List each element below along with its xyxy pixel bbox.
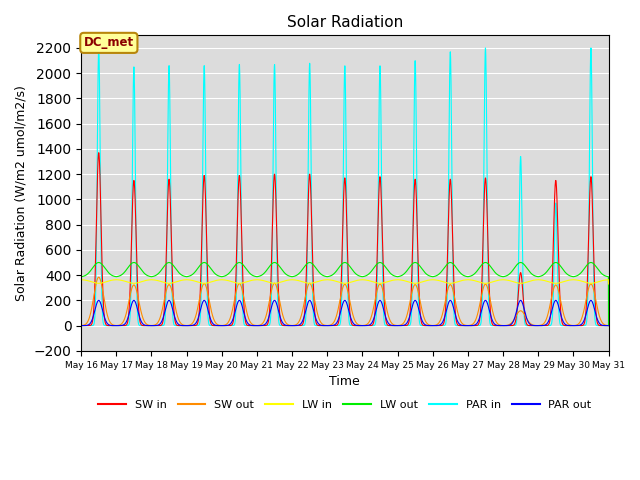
SW out bbox=[604, 323, 612, 328]
SW in bbox=[604, 323, 612, 328]
SW in bbox=[463, 323, 470, 328]
Line: SW in: SW in bbox=[81, 153, 609, 325]
SW in bbox=[493, 323, 500, 328]
SW out bbox=[172, 308, 180, 313]
PAR out bbox=[463, 323, 470, 328]
Line: PAR out: PAR out bbox=[81, 300, 609, 325]
LW in bbox=[434, 277, 442, 283]
Y-axis label: Solar Radiation (W/m2 umol/m2/s): Solar Radiation (W/m2 umol/m2/s) bbox=[15, 85, 28, 301]
PAR out bbox=[604, 323, 612, 328]
PAR in bbox=[172, 323, 180, 328]
Line: SW out: SW out bbox=[81, 277, 609, 325]
Line: LW in: LW in bbox=[81, 280, 609, 284]
LW out bbox=[172, 266, 180, 272]
SW out bbox=[95, 274, 102, 280]
PAR out bbox=[95, 298, 102, 303]
PAR out bbox=[77, 323, 85, 328]
SW out bbox=[77, 323, 85, 328]
PAR in bbox=[95, 45, 102, 51]
SW in bbox=[325, 323, 333, 328]
PAR in bbox=[325, 323, 333, 328]
LW in bbox=[605, 281, 612, 287]
PAR in bbox=[493, 323, 500, 328]
SW in bbox=[95, 150, 102, 156]
SW out bbox=[605, 323, 612, 328]
LW in bbox=[604, 277, 612, 283]
LW in bbox=[77, 277, 85, 283]
LW out bbox=[95, 260, 102, 265]
LW out bbox=[604, 274, 612, 279]
X-axis label: Time: Time bbox=[330, 375, 360, 388]
SW out bbox=[463, 323, 470, 328]
Text: DC_met: DC_met bbox=[84, 36, 134, 49]
LW out bbox=[434, 272, 442, 278]
LW in bbox=[463, 277, 470, 283]
Line: PAR in: PAR in bbox=[81, 48, 609, 325]
LW out bbox=[77, 274, 85, 279]
PAR in bbox=[77, 323, 85, 328]
PAR out bbox=[434, 323, 442, 328]
PAR out bbox=[172, 318, 180, 324]
SW out bbox=[325, 323, 333, 328]
SW in bbox=[434, 323, 442, 328]
PAR in bbox=[434, 323, 442, 328]
SW out bbox=[434, 321, 442, 327]
SW out bbox=[493, 320, 500, 325]
LW out bbox=[605, 323, 612, 328]
LW in bbox=[493, 278, 500, 284]
LW in bbox=[172, 279, 180, 285]
PAR out bbox=[493, 323, 500, 328]
LW out bbox=[463, 274, 470, 279]
PAR in bbox=[605, 323, 612, 328]
PAR in bbox=[463, 323, 470, 328]
Legend: SW in, SW out, LW in, LW out, PAR in, PAR out: SW in, SW out, LW in, LW out, PAR in, PA… bbox=[93, 396, 596, 415]
SW in bbox=[605, 323, 612, 328]
Title: Solar Radiation: Solar Radiation bbox=[287, 15, 403, 30]
LW in bbox=[325, 277, 333, 283]
PAR in bbox=[604, 323, 612, 328]
PAR out bbox=[605, 323, 612, 328]
LW out bbox=[493, 271, 500, 277]
PAR out bbox=[325, 323, 333, 328]
LW out bbox=[325, 274, 333, 279]
SW in bbox=[77, 323, 85, 328]
SW in bbox=[172, 321, 180, 327]
Line: LW out: LW out bbox=[81, 263, 609, 325]
